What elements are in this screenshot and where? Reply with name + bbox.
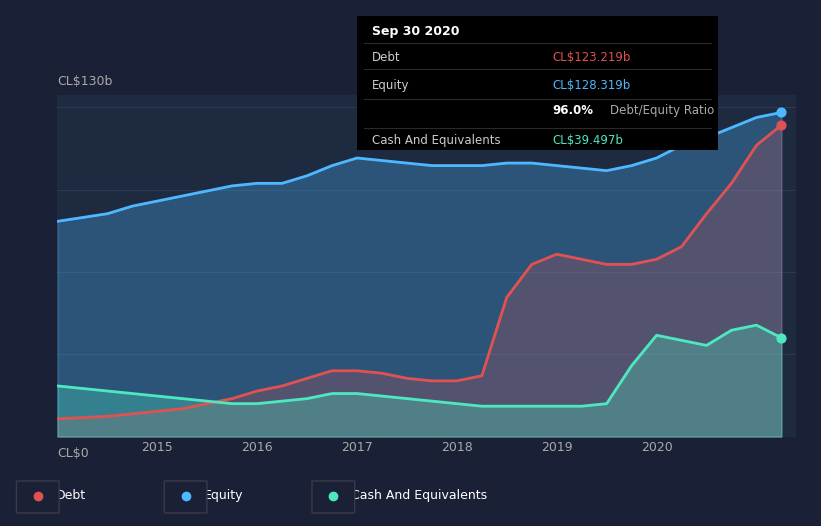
FancyBboxPatch shape bbox=[164, 481, 207, 513]
Point bbox=[775, 121, 788, 129]
Text: CL$128.319b: CL$128.319b bbox=[553, 79, 631, 92]
Text: CL$0: CL$0 bbox=[57, 447, 89, 460]
Text: Debt: Debt bbox=[372, 50, 400, 64]
Text: 96.0%: 96.0% bbox=[553, 104, 594, 117]
Point bbox=[775, 333, 788, 342]
Text: Sep 30 2020: Sep 30 2020 bbox=[372, 25, 459, 38]
FancyBboxPatch shape bbox=[16, 481, 59, 513]
Point bbox=[775, 108, 788, 117]
Text: Cash And Equivalents: Cash And Equivalents bbox=[372, 134, 500, 147]
Text: CL$123.219b: CL$123.219b bbox=[553, 50, 631, 64]
Text: Equity: Equity bbox=[204, 489, 243, 502]
Text: Debt: Debt bbox=[56, 489, 86, 502]
Text: CL$39.497b: CL$39.497b bbox=[553, 134, 623, 147]
Text: CL$130b: CL$130b bbox=[57, 75, 112, 88]
FancyBboxPatch shape bbox=[312, 481, 355, 513]
Text: Cash And Equivalents: Cash And Equivalents bbox=[351, 489, 488, 502]
Text: Equity: Equity bbox=[372, 79, 409, 92]
Text: Debt/Equity Ratio: Debt/Equity Ratio bbox=[610, 104, 714, 117]
